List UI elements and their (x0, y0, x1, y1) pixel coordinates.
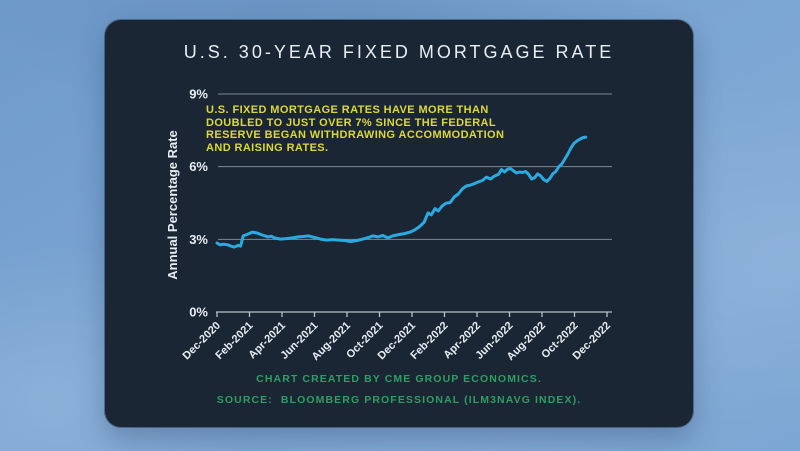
chart-panel: U.S. 30-YEAR FIXED MORTGAGE RATE U.S. FI… (105, 20, 693, 427)
y-tick-label: 9% (189, 87, 208, 102)
footer-source: SOURCE: BLOOMBERG PROFESSIONAL (ILM3NAVG… (216, 394, 582, 406)
chart-footer: CHART CREATED BY CME GROUP ECONOMICS. SO… (105, 373, 693, 406)
y-tick-label: 3% (189, 232, 208, 247)
annotation-line: AND RAISING RATES. (206, 141, 329, 154)
footer-credit: CHART CREATED BY CME GROUP ECONOMICS. (256, 373, 542, 385)
y-tick-label: 6% (189, 159, 208, 174)
y-axis-title: Annual Percentage Rate (165, 130, 180, 280)
annotation-line: U.S. FIXED MORTGAGE RATES HAVE MORE THAN (206, 104, 489, 116)
annotation-text: U.S. FIXED MORTGAGE RATES HAVE MORE THAN… (206, 104, 556, 154)
annotation-line: DOUBLED TO JUST OVER 7% SINCE THE FEDERA… (206, 116, 497, 129)
line-chart: 0%3%6%9%Annual Percentage RateDec-2020Fe… (165, 87, 613, 364)
chart-title: U.S. 30-YEAR FIXED MORTGAGE RATE (183, 42, 615, 62)
mortgage-rate-line (215, 135, 588, 249)
y-tick-label: 0% (189, 305, 208, 320)
annotation-line: RESERVE BEGAN WITHDRAWING ACCOMMODATION (206, 129, 505, 142)
